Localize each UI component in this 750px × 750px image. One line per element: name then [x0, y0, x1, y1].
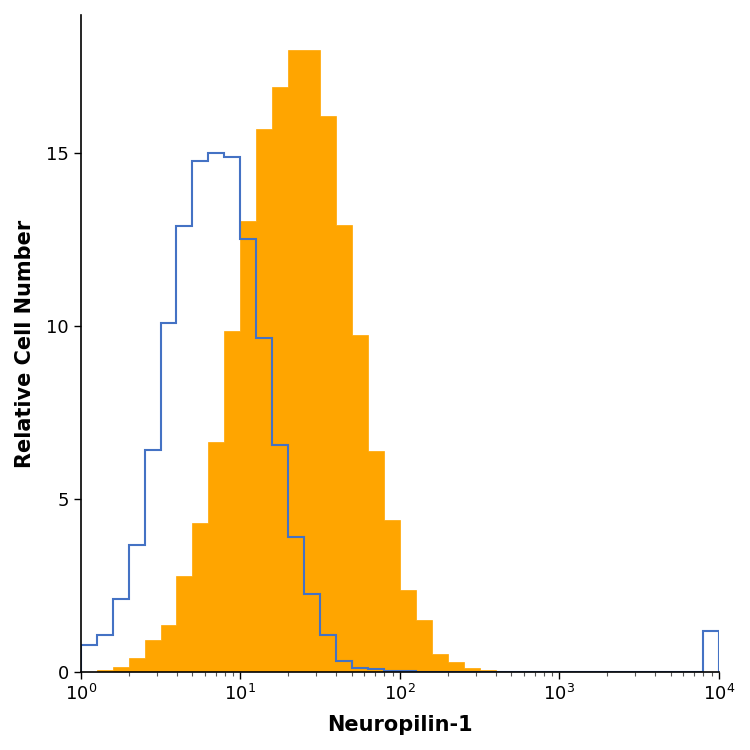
Y-axis label: Relative Cell Number: Relative Cell Number [15, 219, 35, 467]
X-axis label: Neuropilin-1: Neuropilin-1 [327, 715, 472, 735]
